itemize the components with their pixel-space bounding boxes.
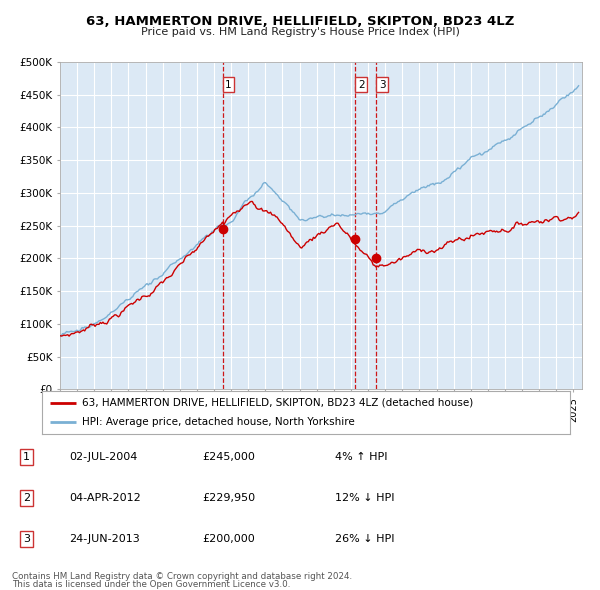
Text: 02-JUL-2004: 02-JUL-2004 [70,452,138,461]
Text: 1: 1 [225,80,232,90]
Text: 1: 1 [23,452,30,461]
Text: HPI: Average price, detached house, North Yorkshire: HPI: Average price, detached house, Nort… [82,417,355,427]
Text: 3: 3 [379,80,385,90]
Text: 63, HAMMERTON DRIVE, HELLIFIELD, SKIPTON, BD23 4LZ: 63, HAMMERTON DRIVE, HELLIFIELD, SKIPTON… [86,15,514,28]
Text: This data is licensed under the Open Government Licence v3.0.: This data is licensed under the Open Gov… [12,579,290,589]
Text: 04-APR-2012: 04-APR-2012 [70,493,142,503]
Text: 4% ↑ HPI: 4% ↑ HPI [335,452,387,461]
Text: £245,000: £245,000 [202,452,255,461]
Text: 2: 2 [23,493,30,503]
Text: 12% ↓ HPI: 12% ↓ HPI [335,493,394,503]
Text: Price paid vs. HM Land Registry's House Price Index (HPI): Price paid vs. HM Land Registry's House … [140,27,460,37]
Text: Contains HM Land Registry data © Crown copyright and database right 2024.: Contains HM Land Registry data © Crown c… [12,572,352,581]
Text: 2: 2 [358,80,364,90]
Text: £229,950: £229,950 [202,493,255,503]
Text: 26% ↓ HPI: 26% ↓ HPI [335,535,394,544]
Text: 3: 3 [23,535,30,544]
Text: 24-JUN-2013: 24-JUN-2013 [70,535,140,544]
Text: 63, HAMMERTON DRIVE, HELLIFIELD, SKIPTON, BD23 4LZ (detached house): 63, HAMMERTON DRIVE, HELLIFIELD, SKIPTON… [82,398,473,408]
Text: £200,000: £200,000 [202,535,255,544]
